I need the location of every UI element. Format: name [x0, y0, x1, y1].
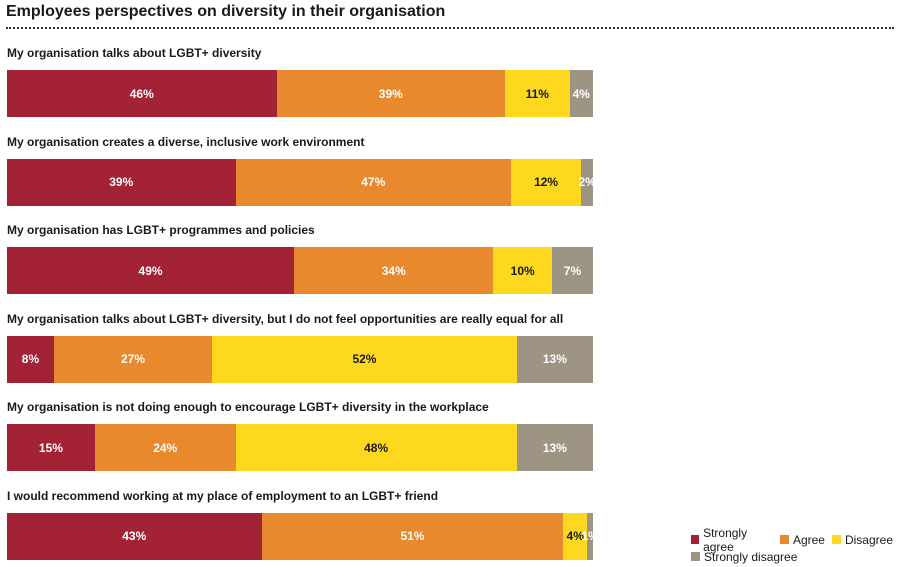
legend-label-agree: Agree: [792, 532, 825, 547]
legend: Strongly agree Agree Disagree Strongly d…: [691, 526, 900, 565]
legend-swatch-disagree: [831, 535, 841, 544]
bar-segment-strongly-disagree-5: 13%: [516, 424, 593, 471]
legend-swatch-strongly-agree: [691, 535, 700, 544]
bar-segment-strongly-disagree-2: 2%: [578, 158, 596, 206]
bar-segment-strongly-disagree-4: 13%: [516, 335, 593, 383]
question-label-3: My organisation has LGBT+ programmes and…: [7, 223, 315, 237]
legend-item-agree: Agree: [779, 532, 825, 547]
bar-segment-strongly-disagree-1: 4%: [569, 70, 593, 117]
bar-segment-disagree-1: 11%: [505, 70, 570, 117]
bar-segment-disagree-6: 4%: [563, 512, 588, 560]
bar-segment-disagree-4: 52%: [212, 335, 517, 383]
legend-swatch-strongly-disagree: [691, 552, 700, 561]
bar-segment-strongly-agree-4: 8%: [7, 335, 54, 383]
question-label-6: I would recommend working at my place of…: [7, 488, 439, 503]
title-divider: [6, 27, 894, 29]
bar-segment-strongly-agree-5: 15%: [7, 424, 95, 471]
bar-segment-agree-1: 39%: [276, 70, 506, 117]
question-label-4: My organisation talks about LGBT+ divers…: [7, 311, 564, 326]
bar-segment-strongly-disagree-6: 1%: [581, 512, 599, 560]
legend-label-disagree: Disagree: [844, 532, 893, 547]
question-label-1: My organisation talks about LGBT+ divers…: [7, 46, 262, 60]
bar-segment-agree-5: 24%: [94, 424, 236, 471]
bar-segment-strongly-disagree-3: 7%: [551, 247, 593, 294]
bar-segment-strongly-agree-2: 39%: [7, 158, 236, 206]
bar-row-3: 49% 34% 10% 7%: [7, 247, 593, 294]
legend-item-strongly-agree: Strongly agree: [691, 526, 773, 554]
bar-segment-strongly-agree-6: 43%: [7, 512, 262, 560]
bar-row-4: 8% 27% 52% 13%: [7, 335, 593, 383]
legend-item-disagree: Disagree: [831, 532, 893, 547]
legend-label-strongly-disagree: Strongly disagree: [704, 549, 798, 564]
bar-segment-agree-6: 51%: [261, 512, 564, 560]
question-label-5: My organisation is not doing enough to e…: [7, 400, 489, 414]
legend-item-strongly-disagree: Strongly disagree: [691, 550, 797, 564]
bar-row-5: 15% 24% 48% 13%: [7, 424, 593, 471]
bar-segment-agree-4: 27%: [53, 335, 213, 383]
bar-row-1: 46% 39% 11% 4%: [7, 70, 593, 117]
bar-row-2: 39% 47% 12% 2%: [7, 158, 596, 206]
bar-row-6: 43% 51% 4% 1%: [7, 512, 599, 560]
bar-segment-disagree-2: 12%: [510, 158, 582, 206]
legend-label-strongly-agree: Strongly agree: [703, 525, 748, 554]
chart-title: Employees perspectives on diversity in t…: [6, 3, 446, 20]
legend-swatch-agree: [779, 535, 789, 544]
question-label-2: My organisation creates a diverse, inclu…: [7, 134, 365, 149]
bar-segment-disagree-5: 48%: [235, 424, 517, 471]
bar-segment-disagree-3: 10%: [493, 247, 552, 294]
bar-segment-agree-3: 34%: [294, 247, 494, 294]
bar-segment-agree-2: 47%: [235, 158, 511, 206]
bar-segment-strongly-agree-3: 49%: [7, 247, 295, 294]
bar-segment-strongly-agree-1: 46%: [7, 70, 277, 117]
